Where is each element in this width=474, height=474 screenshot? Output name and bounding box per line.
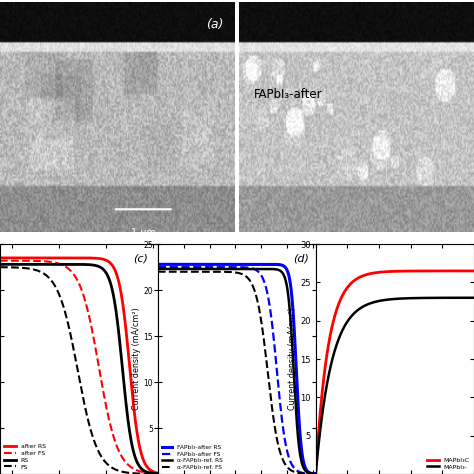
Y-axis label: Current density (mA/cm²): Current density (mA/cm²) [132,308,141,410]
Text: 1 μm: 1 μm [131,228,155,237]
Legend: MAPbI₃C, MAPbI₃-: MAPbI₃C, MAPbI₃- [426,456,471,471]
Legend: after RS, after FS, RS, FS: after RS, after FS, RS, FS [3,442,47,471]
Text: (d): (d) [293,253,310,263]
Text: (a): (a) [207,18,224,31]
Y-axis label: Current density (mA/cm²): Current density (mA/cm²) [288,308,297,410]
Text: FAPbI₃-after: FAPbI₃-after [254,88,322,101]
Legend: FAPbI₃-after RS, FAPbI₃-after FS, α-FAPbI₃-ref. RS, α-FAPbI₃-ref. FS: FAPbI₃-after RS, FAPbI₃-after FS, α-FAPb… [161,444,224,471]
Text: (c): (c) [134,253,148,263]
